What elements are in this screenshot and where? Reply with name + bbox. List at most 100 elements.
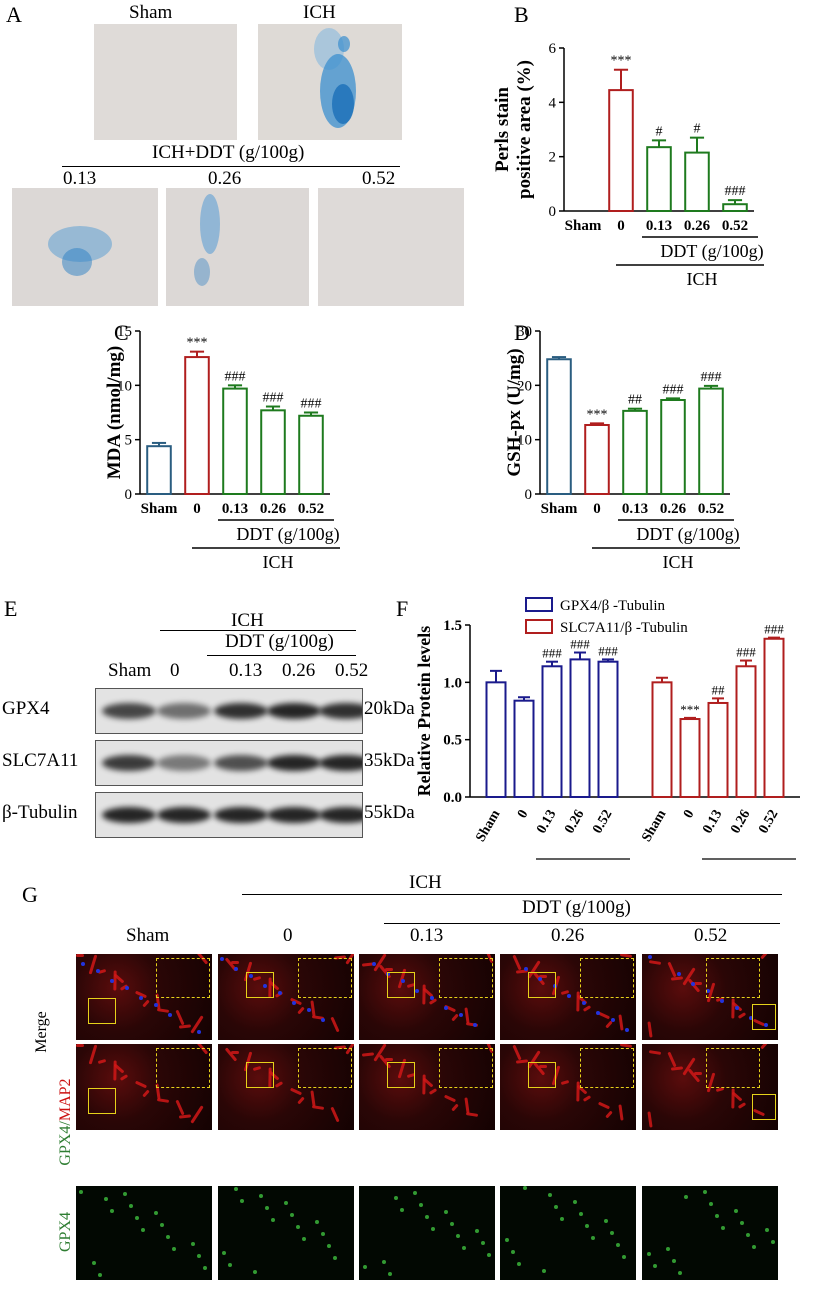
bar [485,681,507,798]
merge-image [500,954,636,1040]
y-tick-label: 20 [517,378,532,394]
blot-band [102,755,156,771]
blot-band [157,807,211,823]
zoom-inset-box [439,958,493,998]
significance-mark: *** [611,54,632,69]
zoom-inset-box [298,958,352,998]
bar [146,445,172,495]
blot-band [319,755,362,771]
x-tick-label: 0 [515,808,531,822]
panel-a-group-line [62,166,400,167]
y-tick-label: 0.0 [443,790,462,806]
map2-part: MAP2 [57,1078,74,1122]
y-tick-label: 15 [117,324,132,340]
x-tick-label: 0 [593,501,601,517]
significance-mark: ### [570,637,590,652]
blot-size-label: 20kDa [364,698,415,719]
blot-lane-label: 0 [170,660,180,681]
gpx4-map2-image [642,1044,778,1130]
y-tick-label: 2 [549,150,557,166]
x-tick-label: 0.13 [222,501,248,517]
blot-band [267,703,321,719]
panel-f-letter: F [396,596,409,621]
bar [569,658,591,799]
y-tick-label: 30 [517,324,532,340]
blot-lane-label: 0.13 [229,660,263,681]
bar [597,660,619,799]
panel-a-label-ich: ICH [303,2,336,23]
panel-g-letter: G [22,882,38,907]
significance-mark: ### [725,184,746,199]
x-tick-label: 0.26 [684,218,711,234]
significance-mark: ## [628,393,642,408]
x-tick-label: 0.13 [646,218,672,234]
zoom-inset-box [156,1048,210,1088]
panel-g-column-label: 0 [283,925,293,946]
gpx4-image [500,1186,636,1280]
significance-mark: ## [712,682,726,697]
panel-d-letter: D [514,320,530,345]
y-axis-label: Relative Protein levels [414,626,434,797]
bar [707,701,729,798]
x-tick-label: 0.52 [722,218,748,234]
merge-image [218,954,354,1040]
selection-box [246,972,274,998]
gpx4-image [642,1186,778,1280]
bar [298,414,324,495]
blot-band [214,703,268,719]
ich-group-label: ICH [663,552,694,572]
bar [722,203,748,212]
x-tick-label: 0.13 [622,501,648,517]
panel-g-column-label: 0.52 [694,925,728,946]
x-tick-label: 0.52 [698,501,724,517]
panel-a-group-label: ICH+DDT (g/100g) [152,142,305,163]
micrograph-ddt-052 [318,188,464,306]
merge-image [76,954,212,1040]
panel-e-ddt-line [207,655,356,656]
blot-lane-label: 0.26 [282,660,316,681]
bar [763,637,785,799]
y-axis-label: positive area (%) [514,60,535,199]
x-tick-label: 0 [193,501,201,517]
panel-g-column-label: Sham [126,925,170,946]
selection-box [528,972,556,998]
y-axis-label: GSH-px (U/mg) [504,348,525,476]
blot-protein-label: GPX4 [2,698,50,719]
selection-box [752,1094,776,1120]
y-tick-label: 4 [549,95,557,111]
panel-a-label-026: 0.26 [208,168,242,189]
micrograph-ddt-013 [12,188,158,306]
panel-a-letter: A [6,2,22,27]
panel-g-ddt-label: DDT (g/100g) [522,897,631,918]
bar [260,409,286,495]
panel-g-column-label: 0.13 [410,925,444,946]
bar [679,718,701,799]
blot-strip [95,740,363,786]
x-tick-label: 0.26 [660,501,687,517]
x-tick-label: 0 [681,808,697,822]
panel-e-ich-label: ICH [231,610,264,631]
chart-perls-stain: 0 2 4 6 Perls stain positive area (%) Sham *** 0… [492,41,764,289]
selection-box [752,1004,776,1030]
x-tick-label: Sham [565,218,602,234]
zoom-inset-box [298,1048,352,1088]
merge-image [359,954,495,1040]
bar [735,665,757,798]
bar [651,681,673,798]
x-tick-label: 0.13 [534,808,559,837]
significance-mark: ### [598,643,618,658]
significance-mark: *** [187,336,208,351]
y-tick-label: 0 [125,487,133,503]
panel-g-ich-line [242,894,782,895]
legend-label: SLC7A11/β -Tubulin [560,620,688,636]
bar [684,151,710,212]
selection-box [88,1088,116,1114]
blot-band [214,755,268,771]
panel-c-letter: C [114,320,129,345]
x-tick-label: 0.26 [260,501,287,517]
blot-protein-label: β-Tubulin [2,802,78,823]
significance-mark: ### [301,397,322,412]
ddt-group-label: DDT (g/100g) [660,241,763,262]
bar [184,356,210,495]
ddt-group-label: DDT (g/100g) [236,524,339,545]
